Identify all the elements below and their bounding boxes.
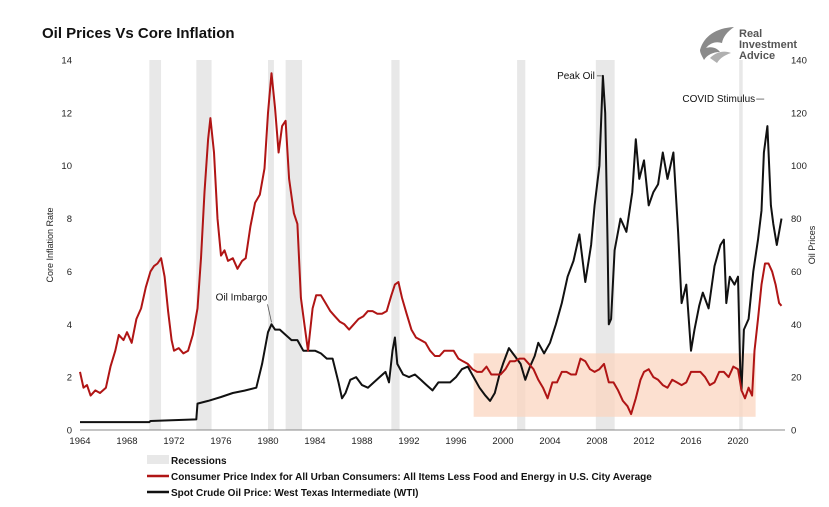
left-tick-label: 10 <box>61 161 72 172</box>
plot-area: Oil Imbargo Peak Oil COVID Stimulus <box>79 60 785 431</box>
right-tick-label: 60 <box>791 267 802 278</box>
x-tick-label: 1988 <box>351 436 372 447</box>
legend-label-core-cpi: Consumer Price Index for All Urban Consu… <box>171 472 652 483</box>
x-tick-label: 1980 <box>257 436 278 447</box>
left-tick-label: 12 <box>61 108 72 119</box>
right-tick-label: 140 <box>791 56 807 67</box>
x-tick-label: 2004 <box>539 436 560 447</box>
series-layer <box>79 72 783 424</box>
recession-band-5 <box>517 60 526 430</box>
left-tick-label: 6 <box>67 267 72 278</box>
logo-line3: Advice <box>739 50 775 62</box>
left-tick-label: 2 <box>67 373 72 384</box>
x-tick-label: 2000 <box>492 436 513 447</box>
recession-band-0 <box>149 60 162 430</box>
right-tick-label: 20 <box>791 373 802 384</box>
left-tick-label: 14 <box>61 56 72 67</box>
left-tick-label: 0 <box>67 426 72 437</box>
annotations: Oil Imbargo Peak Oil COVID Stimulus <box>216 71 765 323</box>
left-tick-label: 4 <box>67 320 72 331</box>
annotation-leader <box>267 304 272 323</box>
x-tick-label: 1968 <box>116 436 137 447</box>
annotation-label: Peak Oil <box>557 71 595 82</box>
x-tick-label: 1964 <box>69 436 90 447</box>
recession-band-4 <box>391 60 400 430</box>
x-tick-label: 1984 <box>304 436 325 447</box>
x-tick-label: 1996 <box>445 436 466 447</box>
x-tick-label: 1972 <box>163 436 184 447</box>
legend-label-wti: Spot Crude Oil Price: West Texas Interme… <box>171 488 418 499</box>
annotation-label: Oil Imbargo <box>216 292 268 303</box>
legend: Recessions Consumer Price Index for All … <box>147 455 652 499</box>
recession-band-3 <box>285 60 303 430</box>
eagle-logo-icon <box>700 27 734 63</box>
left-axis-title: Core Inflation Rate <box>45 207 55 282</box>
x-tick-label: 1976 <box>210 436 231 447</box>
x-tick-label: 2020 <box>727 436 748 447</box>
legend-label-recessions: Recessions <box>171 456 227 467</box>
recession-band-1 <box>196 60 212 430</box>
logo-line2: Investment <box>739 39 797 51</box>
right-tick-label: 80 <box>791 214 802 225</box>
x-tick-label: 2012 <box>633 436 654 447</box>
x-tick-label: 1992 <box>398 436 419 447</box>
right-tick-label: 40 <box>791 320 802 331</box>
x-tick-label: 2016 <box>680 436 701 447</box>
x-tick-label: 2008 <box>586 436 607 447</box>
recession-band-7 <box>739 60 743 430</box>
right-tick-labels: 0 20 40 60 80 100 120 140 <box>791 56 807 437</box>
logo-line1: Real <box>739 28 762 40</box>
right-axis-title: Oil Prices <box>807 225 817 264</box>
wti-oil-line <box>80 74 783 424</box>
left-tick-labels: 0 2 4 6 8 10 12 14 <box>61 56 72 437</box>
chart-title: Oil Prices Vs Core Inflation <box>42 25 235 42</box>
recession-band-2 <box>268 60 274 430</box>
x-tick-labels: 1964 1968 1972 1976 1980 1984 1988 1992 1996 2000… <box>69 436 748 447</box>
logo: Real Investment Advice <box>700 27 797 63</box>
right-tick-label: 120 <box>791 108 807 119</box>
left-tick-label: 8 <box>67 214 72 225</box>
legend-swatch-recessions <box>147 455 169 464</box>
right-tick-label: 0 <box>791 426 796 437</box>
core-cpi-line <box>79 72 783 416</box>
right-tick-label: 100 <box>791 161 807 172</box>
annotation-label: COVID Stimulus <box>682 94 755 105</box>
